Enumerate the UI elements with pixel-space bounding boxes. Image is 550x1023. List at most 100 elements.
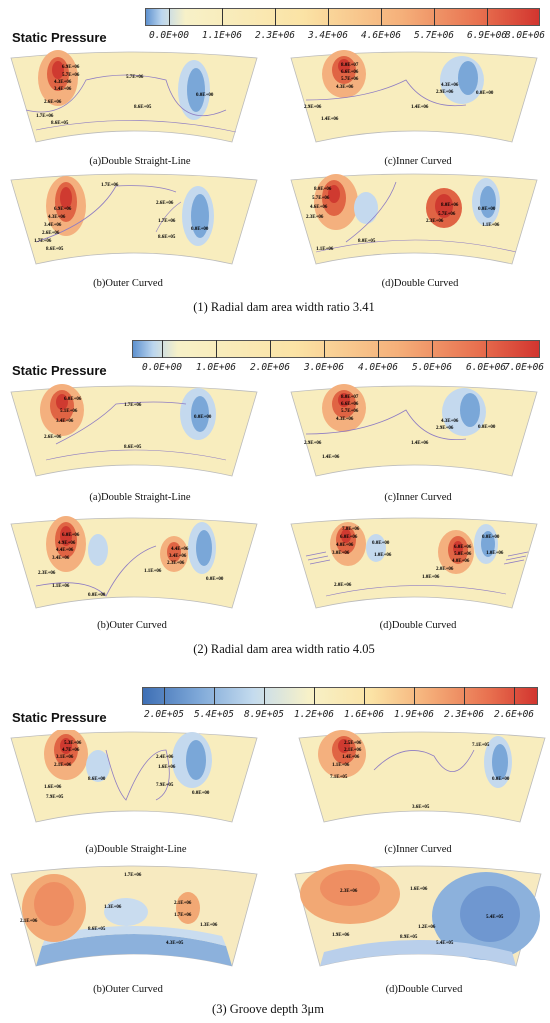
contour-label: 1.1E+06 bbox=[332, 763, 350, 768]
contour-label: 5.4E+05 bbox=[436, 941, 454, 946]
contour-label: 8.0E+07 bbox=[341, 63, 359, 68]
pressure-field-panel: 7.0E+06 6.0E+06 4.0E+06 3.0E+06 0.0E+00 … bbox=[290, 517, 538, 609]
pressure-field-panel: 8.0E+07 6.6E+06 5.7E+06 4.3E+06 2.9E+06 … bbox=[290, 50, 538, 143]
contour-label: 2.1E+06 bbox=[54, 763, 72, 768]
contour-label: 2.3E+06 bbox=[167, 561, 185, 566]
colorbar-2-tick: 0.0E+00 bbox=[141, 362, 183, 373]
contour-label: 2.3E+06 bbox=[340, 889, 358, 894]
contour-label: 4.3E+05 bbox=[166, 941, 184, 946]
colorbar-3-tick: 5.4E+05 bbox=[193, 709, 235, 720]
panel-caption: (a)Double Straight-Line bbox=[85, 844, 187, 855]
contour-label: 2.0E+06 bbox=[334, 583, 352, 588]
panel-caption: (d)Double Curved bbox=[385, 984, 463, 995]
panel-caption: (a)Double Straight-Line bbox=[89, 156, 191, 167]
colorbar-2-tick: 7.0E+06 bbox=[503, 362, 545, 373]
contour-label: 1.7E+06 bbox=[124, 873, 142, 878]
contour-label: 1.0E+06 bbox=[374, 553, 392, 558]
contour-label: 1.2E+06 bbox=[418, 925, 436, 930]
contour-label: 0.0E+00 bbox=[206, 577, 224, 582]
contour-label: 5.7E+06 bbox=[341, 409, 359, 414]
colorbar-2-tick: 6.0E+06 bbox=[465, 362, 507, 373]
contour-label: 2.1E+06 bbox=[344, 748, 362, 753]
contour-label: 5.3E+06 bbox=[64, 741, 82, 746]
pressure-field-panel: 6.9E+06 4.3E+06 3.4E+06 2.6E+06 1.7E+06 … bbox=[10, 173, 258, 265]
colorbar-2-tick: 5.0E+06 bbox=[411, 362, 453, 373]
contour-label: 6.0E+06 bbox=[64, 397, 82, 402]
contour-label: 5.7E+06 bbox=[341, 77, 359, 82]
colorbar-2-tick: 4.0E+06 bbox=[357, 362, 399, 373]
colorbar-2: 0.0E+00 1.0E+06 2.0E+06 3.0E+06 4.0E+06 … bbox=[132, 340, 544, 376]
contour-label: 5.7E+06 bbox=[126, 75, 144, 80]
contour-label: 2.9E+06 bbox=[304, 441, 322, 446]
contour-label: 5.0E+06 bbox=[454, 552, 472, 557]
contour-label: 4.7E+06 bbox=[62, 748, 80, 753]
contour-label: 8.6E+05 bbox=[51, 121, 69, 126]
contour-label: 2.0E+06 bbox=[436, 567, 454, 572]
contour-label: 4.3E+06 bbox=[441, 83, 459, 88]
panel-caption: (b)Outer Curved bbox=[97, 620, 167, 631]
contour-label: 0.0E+00 bbox=[192, 791, 210, 796]
contour-label: 6.0E+06 bbox=[454, 545, 472, 550]
contour-label: 1.4E+06 bbox=[322, 455, 340, 460]
contour-label: 4.3E+06 bbox=[48, 215, 66, 220]
contour-label: 4.3E+06 bbox=[336, 417, 354, 422]
static-pressure-title-3: Static Pressure bbox=[12, 710, 107, 725]
pressure-field-panel: 6.0E+06 4.9E+06 4.4E+06 3.4E+06 2.3E+06 … bbox=[10, 516, 258, 609]
contour-label: 7.1E+05 bbox=[330, 775, 348, 780]
section-caption: (1) Radial dam area width ratio 3.41 bbox=[193, 300, 375, 314]
contour-label: 2.6E+06 bbox=[44, 435, 62, 440]
contour-label: 3.4E+06 bbox=[44, 223, 62, 228]
contour-label: 0.0E+00 bbox=[88, 593, 106, 598]
contour-label: 1.1E+06 bbox=[52, 584, 70, 589]
contour-label: 0.0E+00 bbox=[492, 777, 510, 782]
contour-label: 1.7E+06 bbox=[34, 239, 52, 244]
contour-label: 3.1E+06 bbox=[56, 755, 74, 760]
section-caption: (3) Groove depth 3μm bbox=[212, 1002, 324, 1016]
contour-label: 8.6E+00 bbox=[88, 777, 106, 782]
contour-label: 0.0E+00 bbox=[194, 415, 212, 420]
section-caption: (2) Radial dam area width ratio 4.05 bbox=[193, 642, 375, 656]
pressure-field-panel: 6.9E+06 5.7E+06 4.3E+06 3.4E+06 2.6E+06 … bbox=[10, 50, 258, 143]
pressure-field-panel: 1.7E+06 2.1E+06 1.3E+06 2.1E+06 1.7E+06 … bbox=[10, 865, 258, 967]
panel-caption: (d)Double Curved bbox=[379, 620, 457, 631]
contour-label: 6.6E+06 bbox=[341, 402, 359, 407]
panel-caption: (c)Inner Curved bbox=[384, 492, 452, 503]
static-pressure-title-2: Static Pressure bbox=[12, 363, 107, 378]
colorbar-1-tick: 0.0E+00 bbox=[148, 30, 190, 41]
contour-label: 2.6E+06 bbox=[156, 201, 174, 206]
contour-label: 8.0E+05 bbox=[358, 239, 376, 244]
contour-label: 1.7E+06 bbox=[174, 913, 192, 918]
contour-label: 1.6E+06 bbox=[44, 785, 62, 790]
contour-label: 4.6E+06 bbox=[310, 205, 328, 210]
contour-label: 1.4E+06 bbox=[321, 117, 339, 122]
contour-label: 0.0E+00 bbox=[482, 535, 500, 540]
colorbar-2-tick: 1.0E+06 bbox=[195, 362, 237, 373]
contour-label: 5.4E+05 bbox=[486, 915, 504, 920]
colorbar-3-tick: 8.9E+05 bbox=[243, 709, 285, 720]
contour-label: 7.9E+05 bbox=[156, 783, 174, 788]
contour-label: 1.7E+06 bbox=[101, 183, 119, 188]
contour-label: 5.7E+06 bbox=[438, 212, 456, 217]
colorbar-1-tick: 6.9E+06 bbox=[466, 30, 508, 41]
contour-label: 3.4E+06 bbox=[56, 419, 74, 424]
contour-label: 7.0E+06 bbox=[342, 527, 360, 532]
contour-label: 0.0E+00 bbox=[478, 207, 496, 212]
colorbar-3: 2.0E+05 5.4E+05 8.9E+05 1.2E+06 1.6E+06 … bbox=[142, 687, 538, 723]
contour-label: 1.4E+06 bbox=[342, 755, 360, 760]
contour-label: 4.4E+06 bbox=[171, 547, 189, 552]
contour-label: 1.6E+06 bbox=[158, 765, 176, 770]
contour-label: 0.0E+00 bbox=[196, 93, 214, 98]
contour-label: 1.3E+06 bbox=[104, 905, 122, 910]
panel-caption: (a)Double Straight-Line bbox=[89, 492, 191, 503]
contour-label: 2.6E+06 bbox=[44, 100, 62, 105]
contour-label: 8.9E+05 bbox=[400, 935, 418, 940]
colorbar-3-tick: 2.3E+06 bbox=[443, 709, 485, 720]
contour-label: 6.0E+06 bbox=[340, 535, 358, 540]
panel-caption: (c)Inner Curved bbox=[384, 844, 452, 855]
colorbar-1-tick: 1.1E+06 bbox=[201, 30, 243, 41]
contour-label: 8.6E+05 bbox=[158, 235, 176, 240]
contour-label: 2.5E+06 bbox=[344, 741, 362, 746]
colorbar-3-tick: 1.9E+06 bbox=[393, 709, 435, 720]
contour-label: 1.1E+06 bbox=[316, 247, 334, 252]
contour-label: 1.0E+06 bbox=[486, 551, 504, 556]
